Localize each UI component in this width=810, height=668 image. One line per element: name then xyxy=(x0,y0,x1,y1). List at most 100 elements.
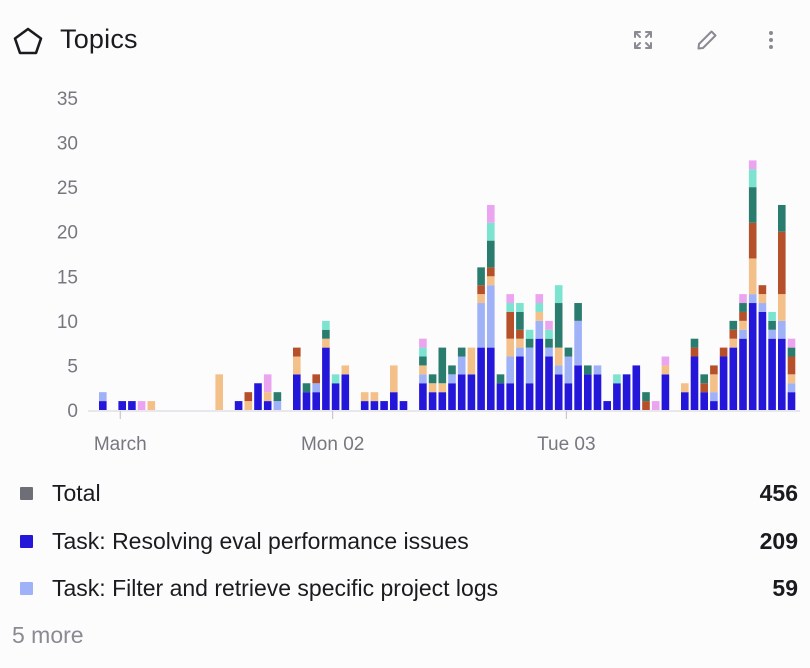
bar-segment-5 xyxy=(419,356,427,366)
bar-segment-1 xyxy=(467,374,476,410)
bar-segment-7 xyxy=(263,374,272,393)
bar-segment-3 xyxy=(477,294,485,304)
bar-segment-3 xyxy=(710,374,718,393)
bar-segment-3 xyxy=(729,338,738,348)
bar-segment-1 xyxy=(535,338,544,410)
bar-segment-4 xyxy=(690,347,699,357)
legend-label: Total xyxy=(52,479,101,506)
bar-segment-5 xyxy=(700,374,708,384)
x-tick-label: Mon 02 xyxy=(301,434,364,455)
bar-segment-4 xyxy=(293,347,301,357)
bar-segment-5 xyxy=(545,338,553,348)
bar-segment-3 xyxy=(748,258,757,295)
bar-segment-6 xyxy=(506,303,514,312)
bar-segment-5 xyxy=(457,347,466,357)
bar-segment-1 xyxy=(312,392,320,410)
bar-segment-6 xyxy=(768,311,776,321)
bar-segment-1 xyxy=(399,401,408,410)
bar-segment-1 xyxy=(787,392,796,410)
bar-segment-3 xyxy=(215,374,223,410)
y-tick-label: 15 xyxy=(57,267,78,288)
show-more-link[interactable]: 5 more xyxy=(12,622,84,648)
bar-segment-2 xyxy=(554,365,563,375)
bar-segment-1 xyxy=(700,392,708,410)
bar-segment-4 xyxy=(710,365,718,375)
bar-segment-3 xyxy=(506,338,514,357)
bar-segment-5 xyxy=(768,320,776,330)
bar-segment-1 xyxy=(457,374,466,410)
legend-value: 456 xyxy=(759,479,798,506)
bar-segment-1 xyxy=(428,392,437,410)
bar-segment-6 xyxy=(545,329,553,339)
bar-segment-7 xyxy=(748,160,757,170)
bar-segment-4 xyxy=(244,392,253,402)
bar-segment-3 xyxy=(438,383,447,393)
card-title: Topics xyxy=(60,24,138,54)
bar-segment-3 xyxy=(370,392,379,402)
bar-segment-5 xyxy=(496,374,505,384)
legend-swatch xyxy=(20,534,33,548)
bar-segment-5 xyxy=(448,365,456,375)
bar-segment-2 xyxy=(448,374,456,384)
bar-segment-3 xyxy=(467,347,476,375)
bar-segment-3 xyxy=(516,338,524,348)
bar-segment-4 xyxy=(487,267,495,277)
bar-segment-3 xyxy=(681,383,689,393)
bar-segment-5 xyxy=(525,338,534,348)
stacked-bar-chart: 0 5 10 15 20 25 30 35 March Mon 02 Tue 03 xyxy=(57,89,800,455)
bar-segment-2 xyxy=(457,356,466,375)
bar-segment-1 xyxy=(690,356,699,410)
bar-segment-5 xyxy=(787,347,796,357)
bar-segment-3 xyxy=(487,276,495,286)
bar-segment-6 xyxy=(613,374,621,384)
bar-segment-7 xyxy=(506,294,514,304)
bar-segment-5 xyxy=(778,204,786,232)
legend-value: 209 xyxy=(759,527,798,554)
bar-segment-4 xyxy=(729,329,738,339)
edit-button[interactable] xyxy=(693,26,721,54)
edit-pencil-icon xyxy=(697,30,717,50)
bar-segment-5 xyxy=(554,303,563,348)
bar-segment-4 xyxy=(739,311,747,321)
card-header: Topics xyxy=(0,0,810,80)
bar-segment-7 xyxy=(651,401,660,410)
bar-segment-3 xyxy=(428,383,437,393)
bar-segment-1 xyxy=(632,365,641,410)
bar-segment-5 xyxy=(428,374,437,384)
expand-button[interactable] xyxy=(629,26,657,54)
legend-row-total[interactable]: Total 456 xyxy=(0,473,810,513)
bar-segment-1 xyxy=(719,356,728,410)
bar-segment-7 xyxy=(137,401,146,410)
bar-segment-1 xyxy=(370,401,379,410)
bar-segment-2 xyxy=(312,383,320,393)
bar-segment-6 xyxy=(525,329,534,339)
bar-segment-6 xyxy=(535,303,544,312)
legend-label: Task: Resolving eval performance issues xyxy=(52,527,469,554)
bar-segment-1 xyxy=(234,401,243,410)
bar-segment-1 xyxy=(448,383,456,410)
bar-segment-1 xyxy=(506,383,514,410)
bar-segment-1 xyxy=(545,356,553,410)
bar-segment-3 xyxy=(341,365,350,375)
legend-row-resolving-eval[interactable]: Task: Resolving eval performance issues … xyxy=(0,521,810,561)
legend-row-filter-logs[interactable]: Task: Filter and retrieve specific proje… xyxy=(0,568,810,608)
more-options-button[interactable] xyxy=(757,26,785,54)
bar-segment-2 xyxy=(574,320,582,366)
bar-segment-5 xyxy=(642,392,650,402)
bar-segment-1 xyxy=(603,401,611,410)
bar-segment-4 xyxy=(312,374,320,384)
bar-segment-3 xyxy=(554,347,563,366)
bar-segment-2 xyxy=(477,303,485,348)
bar-segment-2 xyxy=(787,383,796,393)
bar-segment-3 xyxy=(263,392,272,402)
bar-segment-4 xyxy=(758,285,767,295)
bar-segment-5 xyxy=(729,320,738,330)
bar-segment-1 xyxy=(438,392,447,410)
bar-segment-5 xyxy=(438,347,447,384)
bar-segment-5 xyxy=(748,187,757,223)
legend-value: 59 xyxy=(772,574,798,601)
bar-segment-1 xyxy=(487,347,495,410)
bar-segment-5 xyxy=(690,338,699,348)
bar-segment-1 xyxy=(390,392,398,410)
bar-segment-1 xyxy=(710,401,718,410)
